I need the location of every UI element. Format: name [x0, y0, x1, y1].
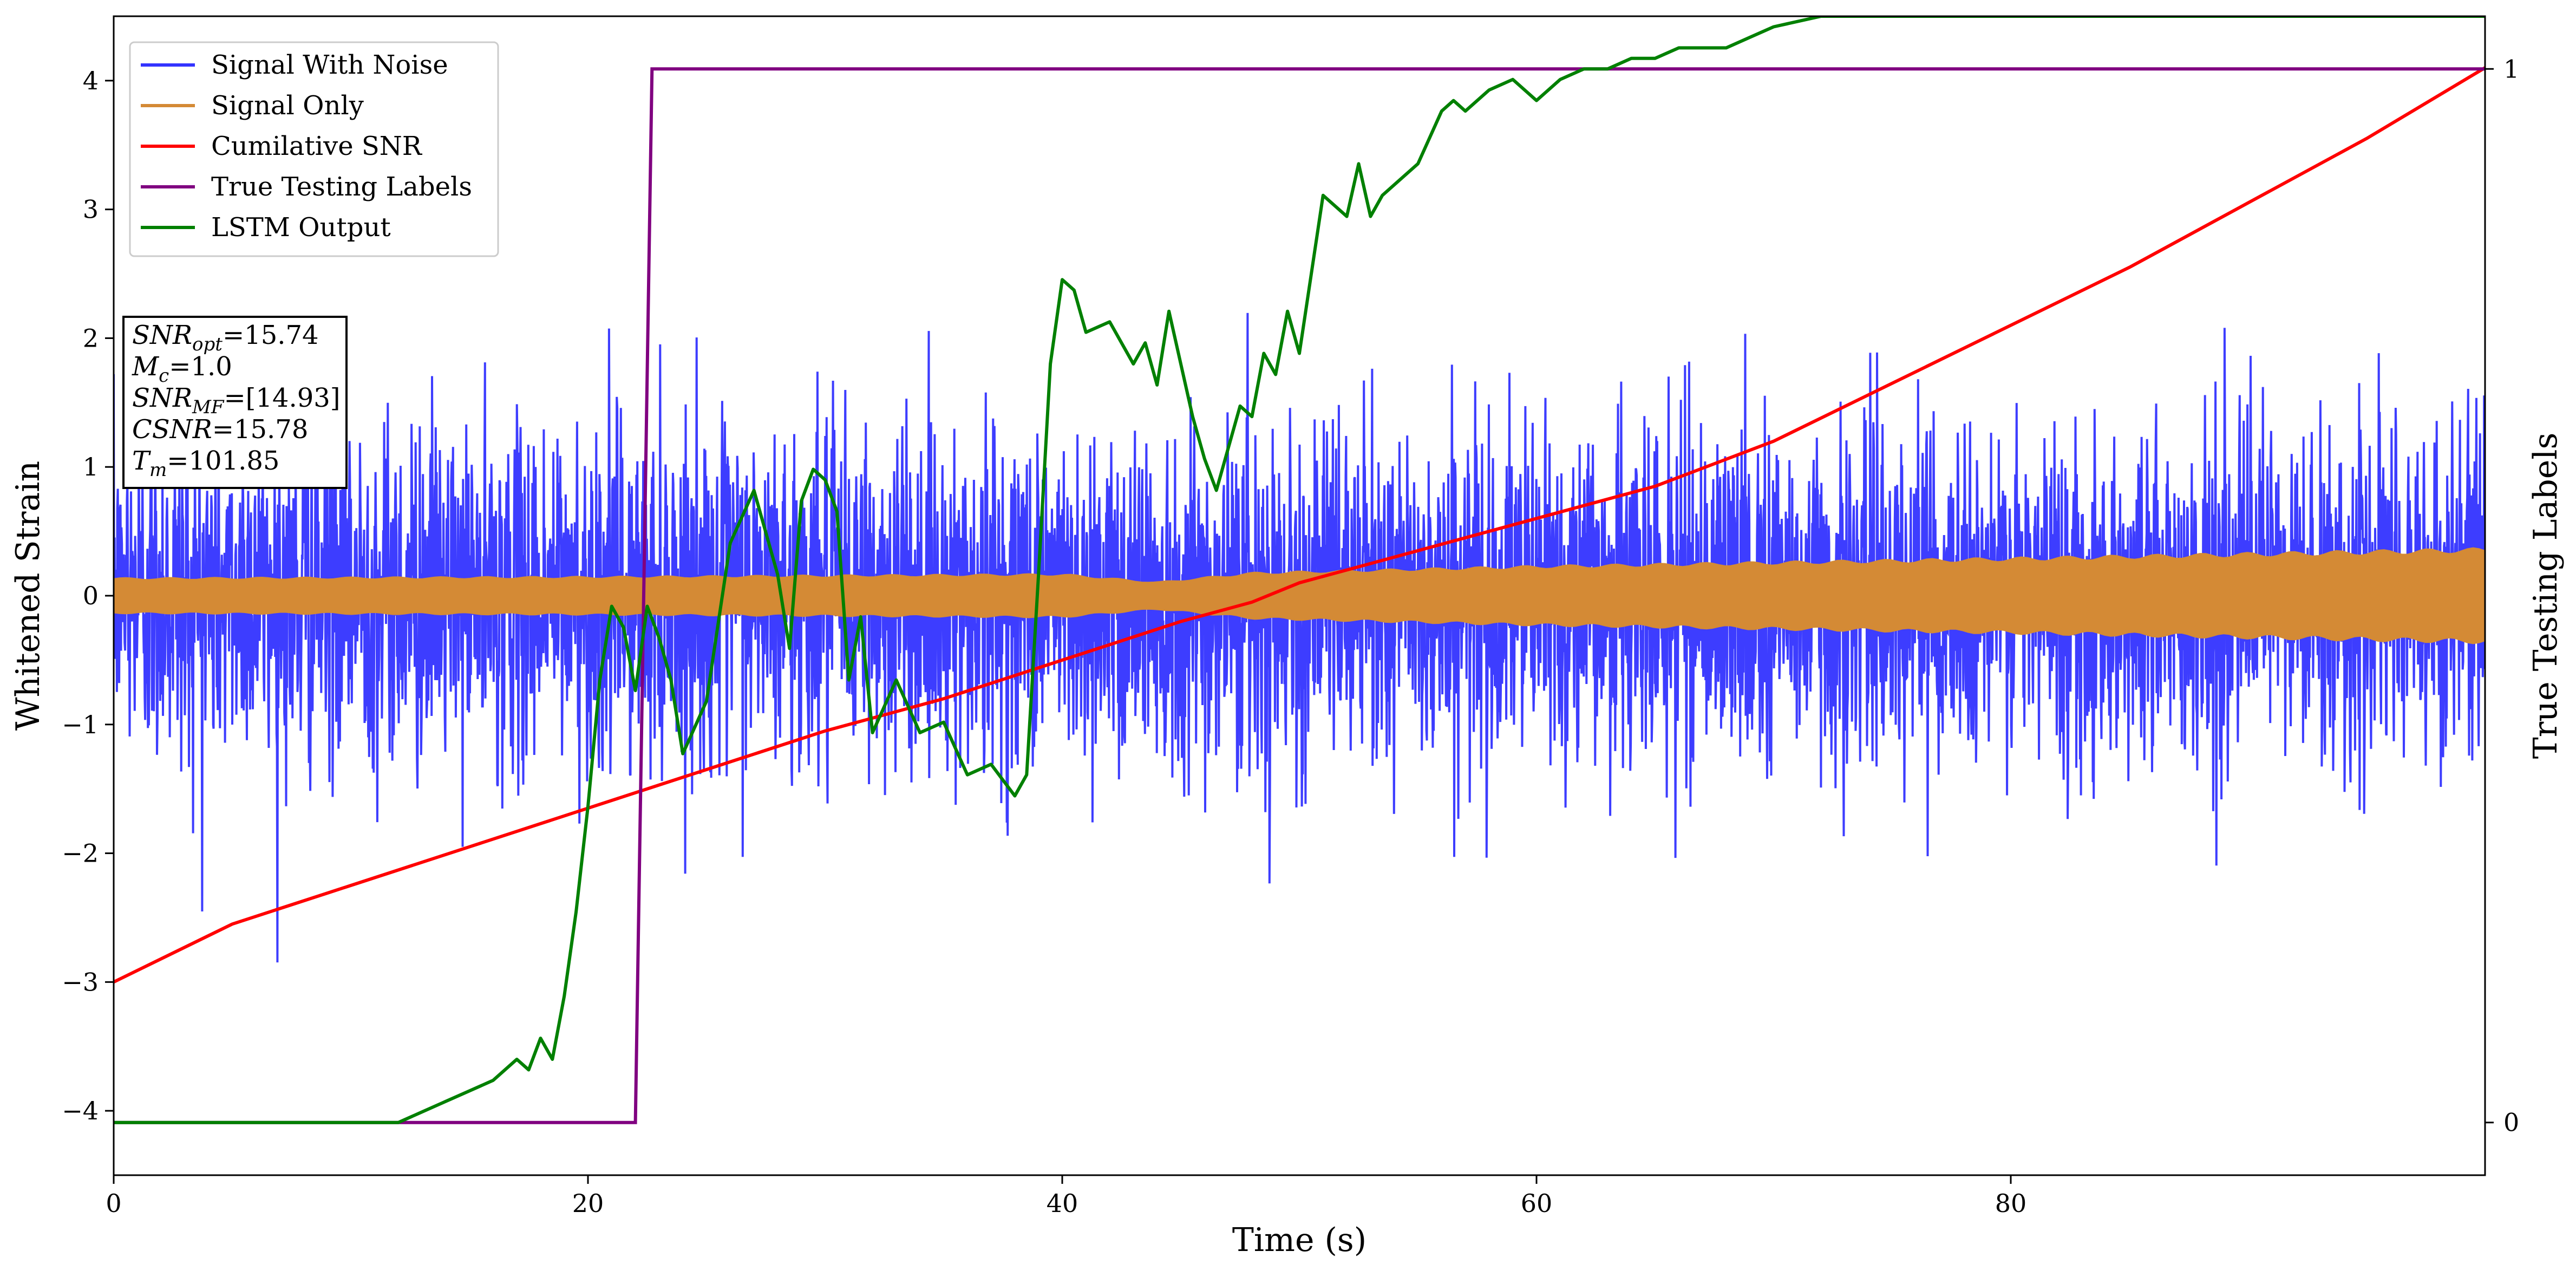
info-box-frame [122, 316, 348, 489]
info-var: T [132, 446, 151, 476]
info-line: CSNR=15.78 [132, 414, 308, 445]
info-value: =1.0 [169, 351, 232, 382]
series-cumilative-snr [114, 66, 2485, 983]
info-line: Tm=101.85 [132, 446, 279, 481]
info-box: SNRopt=15.74Mc=1.0SNRMF=[14.93]CSNR=15.7… [122, 316, 348, 489]
y-tick-label: −1 [62, 710, 99, 739]
series-signal-only [114, 547, 2485, 644]
info-value: =15.78 [212, 414, 309, 445]
info-line: Mc=1.0 [132, 351, 232, 387]
info-subscript: opt [192, 334, 223, 355]
x-tick-label: 20 [572, 1189, 604, 1218]
y-tick-label: −4 [62, 1096, 99, 1125]
legend: Signal With Noise Signal Only Cumilative S… [129, 41, 499, 257]
legend-box [129, 41, 499, 257]
x-tick-label: 0 [106, 1189, 121, 1218]
info-line: SNRMF=[14.93] [132, 383, 341, 418]
legend-label: LSTM Output [211, 212, 391, 243]
legend-label: Signal Only [211, 90, 364, 121]
info-line: SNRopt=15.74 [132, 320, 319, 355]
info-subscript: m [149, 459, 167, 481]
y-tick-label: 2 [83, 323, 99, 353]
info-var: SNR [132, 383, 192, 413]
plot-area [114, 16, 2485, 1124]
x-axis-label: Time (s) [1232, 1221, 1367, 1259]
y-right-tick-label: 0 [2503, 1108, 2519, 1137]
info-value: =[14.93] [224, 383, 340, 413]
legend-label: Cumilative SNR [211, 131, 423, 161]
y-right-axis-label: True Testing Labels [2527, 433, 2565, 759]
x-tick-label: 40 [1047, 1189, 1078, 1218]
y-tick-label: 1 [83, 452, 99, 481]
y-tick-label: −3 [62, 967, 99, 996]
info-var: M [132, 351, 160, 382]
info-value: =101.85 [167, 446, 279, 476]
y-tick-label: −2 [62, 839, 99, 868]
info-subscript: MF [192, 396, 225, 418]
legend-label: True Testing Labels [211, 172, 472, 202]
series-signal-with-noise [114, 312, 2485, 963]
y-tick-label: 3 [83, 195, 99, 224]
info-subscript: c [159, 365, 169, 387]
y-right-tick-label: 1 [2503, 54, 2519, 83]
info-value: =15.74 [223, 320, 319, 350]
y-tick-label: 0 [83, 581, 99, 610]
legend-label: Signal With Noise [211, 50, 448, 80]
plot-clip-group [114, 16, 2485, 1124]
info-var: CSNR [132, 414, 212, 445]
y-axis-label: Whitened Strain [9, 461, 47, 731]
info-var: SNR [132, 320, 192, 350]
x-tick-label: 60 [1521, 1189, 1553, 1218]
x-tick-label: 80 [1995, 1189, 2027, 1218]
y-tick-label: 4 [83, 66, 99, 95]
series-lstm-output [114, 16, 2485, 1124]
